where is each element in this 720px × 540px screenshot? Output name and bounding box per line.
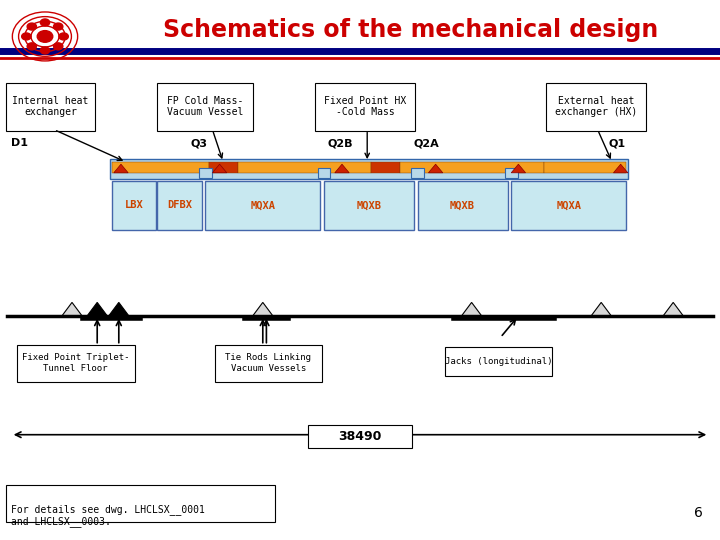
Text: Q1: Q1 xyxy=(608,138,626,148)
Text: External heat
exchanger (HX): External heat exchanger (HX) xyxy=(554,96,637,117)
Text: Fixed Point Triplet-
Tunnel Floor: Fixed Point Triplet- Tunnel Floor xyxy=(22,354,130,373)
Text: Q2B: Q2B xyxy=(328,138,353,148)
FancyBboxPatch shape xyxy=(199,168,212,178)
Circle shape xyxy=(38,31,52,42)
FancyBboxPatch shape xyxy=(511,181,626,230)
FancyBboxPatch shape xyxy=(112,181,156,230)
Polygon shape xyxy=(511,164,526,173)
Text: MQXA: MQXA xyxy=(557,200,581,210)
Polygon shape xyxy=(109,302,129,316)
Text: Internal heat
exchanger: Internal heat exchanger xyxy=(12,96,89,117)
Text: MQXB: MQXB xyxy=(450,200,475,210)
Text: D1: D1 xyxy=(11,138,28,148)
Circle shape xyxy=(59,33,68,40)
Circle shape xyxy=(53,43,63,50)
Text: FP Cold Mass-
Vacuum Vessel: FP Cold Mass- Vacuum Vessel xyxy=(167,96,243,117)
Polygon shape xyxy=(62,302,82,316)
Text: Q3: Q3 xyxy=(191,138,208,148)
Polygon shape xyxy=(462,302,482,316)
Text: Jacks (longitudinal): Jacks (longitudinal) xyxy=(445,357,552,366)
Polygon shape xyxy=(114,164,128,173)
Polygon shape xyxy=(591,302,611,316)
FancyBboxPatch shape xyxy=(6,485,275,522)
Polygon shape xyxy=(663,302,683,316)
FancyBboxPatch shape xyxy=(411,168,424,178)
Text: For details see dwg. LHCLSX__0001
and LHCLSX__0003.: For details see dwg. LHCLSX__0001 and LH… xyxy=(11,504,204,527)
FancyBboxPatch shape xyxy=(546,83,646,131)
Text: DFBX: DFBX xyxy=(167,200,192,210)
Polygon shape xyxy=(253,302,273,316)
Circle shape xyxy=(40,47,50,54)
FancyBboxPatch shape xyxy=(112,162,209,173)
FancyBboxPatch shape xyxy=(418,181,508,230)
FancyBboxPatch shape xyxy=(315,83,415,131)
FancyBboxPatch shape xyxy=(400,162,544,173)
FancyBboxPatch shape xyxy=(445,347,552,376)
Text: Schematics of the mechanical design: Schematics of the mechanical design xyxy=(163,18,658,42)
Circle shape xyxy=(22,33,31,40)
Text: 38490: 38490 xyxy=(338,430,382,443)
FancyBboxPatch shape xyxy=(209,162,238,173)
Text: 6: 6 xyxy=(694,506,703,520)
Polygon shape xyxy=(335,164,349,173)
FancyBboxPatch shape xyxy=(17,345,135,382)
Circle shape xyxy=(27,23,37,30)
Polygon shape xyxy=(212,164,227,173)
Polygon shape xyxy=(87,302,107,316)
Polygon shape xyxy=(428,164,443,173)
FancyBboxPatch shape xyxy=(308,425,412,448)
FancyBboxPatch shape xyxy=(318,168,330,178)
FancyBboxPatch shape xyxy=(238,162,371,173)
FancyBboxPatch shape xyxy=(157,181,202,230)
Text: Q2A: Q2A xyxy=(414,138,440,148)
Circle shape xyxy=(40,19,50,26)
FancyBboxPatch shape xyxy=(6,83,95,131)
Text: Tie Rods Linking
Vacuum Vessels: Tie Rods Linking Vacuum Vessels xyxy=(225,354,311,373)
FancyBboxPatch shape xyxy=(205,181,320,230)
Circle shape xyxy=(27,43,37,50)
FancyBboxPatch shape xyxy=(157,83,253,131)
Polygon shape xyxy=(613,164,628,173)
FancyBboxPatch shape xyxy=(371,162,400,173)
Text: MQXA: MQXA xyxy=(251,200,275,210)
Text: Fixed Point HX
-Cold Mass: Fixed Point HX -Cold Mass xyxy=(324,96,407,117)
Text: MQXB: MQXB xyxy=(356,200,382,210)
FancyBboxPatch shape xyxy=(110,159,628,179)
Text: LBX: LBX xyxy=(125,200,143,210)
FancyBboxPatch shape xyxy=(324,181,414,230)
FancyBboxPatch shape xyxy=(505,168,518,178)
Circle shape xyxy=(53,23,63,30)
FancyBboxPatch shape xyxy=(544,162,626,173)
FancyBboxPatch shape xyxy=(215,345,322,382)
